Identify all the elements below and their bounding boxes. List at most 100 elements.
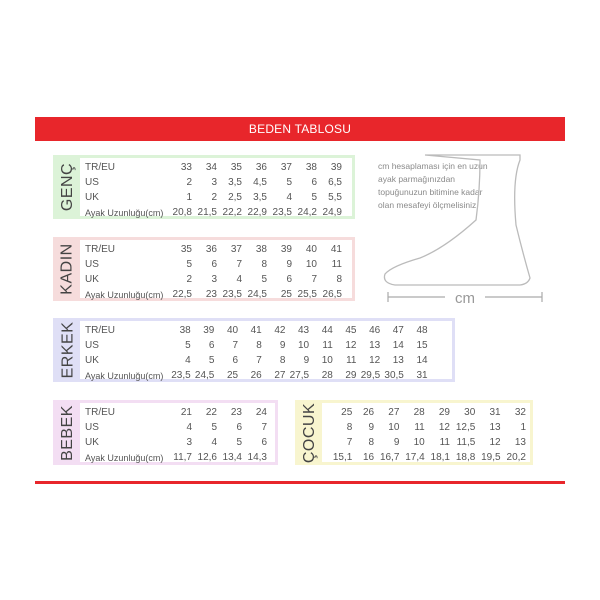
table-row: Ayak Uzunluğu(cm) 20,8 21,5 22,2 22,9 23,5 24,… xyxy=(85,205,342,220)
size-cell: 7 xyxy=(311,274,317,285)
category-name: ÇOCUK xyxy=(301,402,318,463)
size-cell: 23 xyxy=(230,407,242,418)
size-cell: 33 xyxy=(180,162,192,173)
size-cell: 11 xyxy=(439,437,450,448)
table-row: Ayak Uzunluğu(cm) 22,5 23 23,5 24,5 25 25,5 26,… xyxy=(85,287,342,302)
bebek-category-label: BEBEK xyxy=(56,403,80,462)
size-cell: 11 xyxy=(346,355,357,366)
table-row: TR/EU 35 36 37 38 39 40 41 xyxy=(85,242,342,257)
size-cell: 24,9 xyxy=(322,207,342,218)
erkek-size-table: ERKEK TR/EU 38 39 40 41 42 43 44 45 46 47 48 US 5 6 7 8 9 1… xyxy=(53,318,455,382)
size-cell: 5,5 xyxy=(328,192,342,203)
size-cell: 13 xyxy=(369,340,381,351)
size-cell: 15,1 xyxy=(332,452,353,463)
size-cell: 38 xyxy=(255,244,267,255)
size-cell: 10 xyxy=(413,437,425,448)
size-cell: 24,5 xyxy=(194,370,215,381)
size-cell: 8 xyxy=(336,274,342,285)
size-cell: 2 xyxy=(186,177,192,188)
table-row: US 4 5 6 7 xyxy=(85,420,267,435)
size-cell: 25 xyxy=(226,370,239,381)
size-cell: 5 xyxy=(261,274,267,285)
size-cell: 5 xyxy=(186,259,192,270)
size-cell: 31 xyxy=(489,407,501,418)
size-cell: 6 xyxy=(208,340,215,351)
size-cell: 22,2 xyxy=(222,207,242,218)
size-cell: 31 xyxy=(416,370,428,381)
row-label: Ayak Uzunluğu(cm) xyxy=(85,370,164,381)
table-row: 8 9 10 11 12 12,5 13 1 xyxy=(327,420,526,435)
size-cell: 5 xyxy=(286,177,292,188)
size-cell: 9 xyxy=(303,355,310,366)
size-cell: 37 xyxy=(230,244,242,255)
size-cell: 36 xyxy=(255,162,267,173)
size-cell: 29,5 xyxy=(360,370,381,381)
row-label: Ayak Uzunluğu(cm) xyxy=(85,207,164,218)
row-label: Ayak Uzunluğu(cm) xyxy=(85,289,164,300)
size-cell: 5 xyxy=(236,437,242,448)
size-cell: 6,5 xyxy=(328,177,342,188)
row-label: US xyxy=(85,259,99,270)
size-cell: 9 xyxy=(393,437,400,448)
size-cell: 9 xyxy=(286,259,292,270)
table-row: Ayak Uzunluğu(cm) 11,7 12,6 13,4 14,3 xyxy=(85,450,267,465)
size-cell: 46 xyxy=(369,325,381,336)
size-cell: 20,2 xyxy=(506,452,526,463)
size-cell: 7 xyxy=(346,437,353,448)
size-cell: 24 xyxy=(255,407,267,418)
size-cell: 1 xyxy=(520,422,526,433)
cocuk-category-label: ÇOCUK xyxy=(298,402,322,463)
size-cell: 27 xyxy=(274,370,286,381)
size-cell: 48 xyxy=(416,325,428,336)
foot-illustration: cm xyxy=(383,154,543,307)
size-cell: 7 xyxy=(236,259,242,270)
kadin-category-label: KADIN xyxy=(56,240,80,298)
size-cell: 6 xyxy=(211,259,217,270)
size-cell: 27,5 xyxy=(289,370,310,381)
size-cell: 22,9 xyxy=(247,207,267,218)
size-cell: 20,8 xyxy=(172,207,192,218)
size-cell: 3,5 xyxy=(253,192,267,203)
size-cell: 42 xyxy=(274,325,286,336)
table-row: TR/EU 33 34 35 36 37 38 39 xyxy=(85,160,342,175)
size-cell: 39 xyxy=(330,162,342,173)
row-label: UK xyxy=(85,274,99,285)
size-cell: 12,5 xyxy=(455,422,476,433)
size-cell: 13 xyxy=(489,422,501,433)
size-cell: 21,5 xyxy=(197,207,217,218)
category-name: ERKEK xyxy=(59,321,76,379)
row-label: TR/EU xyxy=(85,244,115,255)
table-row: 25 26 27 28 29 30 31 32 xyxy=(327,405,526,420)
size-cell: 12 xyxy=(345,340,357,351)
table-row: TR/EU 21 22 23 24 xyxy=(85,405,267,420)
row-label: UK xyxy=(85,437,99,448)
size-cell: 16 xyxy=(362,452,375,463)
size-cell: 14 xyxy=(392,340,404,351)
table-row: 7 8 9 10 11 11,5 12 13 xyxy=(327,435,526,450)
size-cell: 47 xyxy=(392,325,404,336)
size-cell: 26 xyxy=(362,407,375,418)
size-cell: 23,5 xyxy=(222,289,242,300)
size-cell: 1 xyxy=(186,192,192,203)
size-cell: 38 xyxy=(179,325,191,336)
size-cell: 11 xyxy=(414,422,425,433)
cm-measure-line xyxy=(387,292,543,302)
size-cell: 9 xyxy=(368,422,375,433)
table-row: Ayak Uzunluğu(cm) 23,5 24,5 25 26 27 27,5 28 29 2… xyxy=(85,368,428,383)
size-cell: 24,5 xyxy=(247,289,267,300)
row-label: US xyxy=(85,177,99,188)
size-cell: 8 xyxy=(256,340,262,351)
table-row: US 2 3 3,5 4,5 5 6 6,5 xyxy=(85,175,342,190)
size-cell: 2,5 xyxy=(228,192,242,203)
bebek-size-table: BEBEK TR/EU 21 22 23 24 US 4 5 6 7 UK 3 4 5 6 Ayak Uzunl… xyxy=(53,400,278,465)
size-cell: 4,5 xyxy=(253,177,267,188)
row-label: Ayak Uzunluğu(cm) xyxy=(85,452,164,463)
size-cell: 38 xyxy=(305,162,317,173)
kadin-size-table: KADIN TR/EU 35 36 37 38 39 40 41 US 5 6 7 8 9 10 11 UK 2 3 4… xyxy=(53,237,355,301)
size-cell: 18,8 xyxy=(455,452,476,463)
cm-label: cm xyxy=(455,290,475,307)
size-cell: 25 xyxy=(341,407,353,418)
row-label: TR/EU xyxy=(85,407,115,418)
size-cell: 10 xyxy=(298,340,310,351)
size-cell: 3 xyxy=(186,437,192,448)
